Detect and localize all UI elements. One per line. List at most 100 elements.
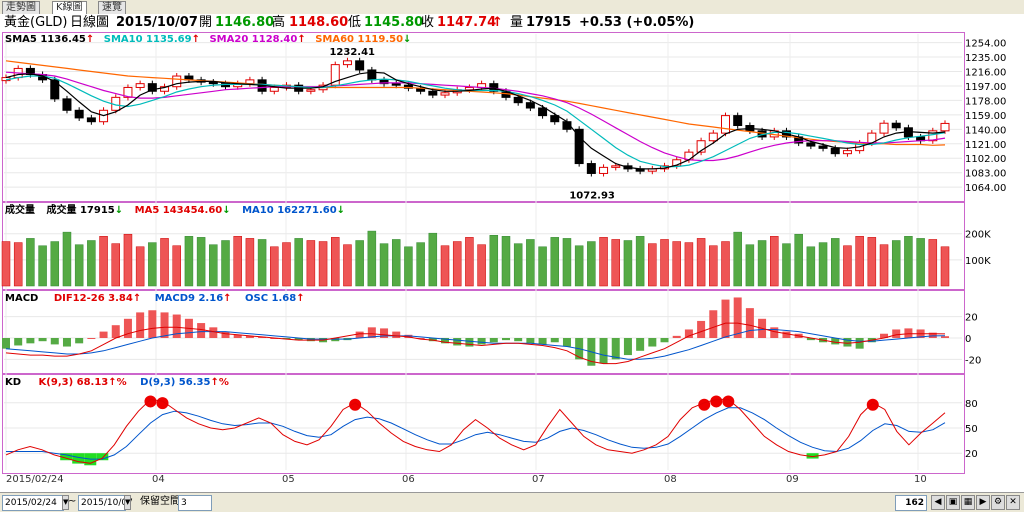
kd-legend: KD K(9,3) 68.13↑% D(9,3) 56.35↑%	[5, 377, 229, 389]
volume-bar	[87, 240, 96, 287]
volume-bar	[891, 240, 901, 287]
candle-body	[342, 60, 352, 66]
end-date-dropdown-icon[interactable]: ▼	[124, 495, 131, 510]
volume-bar	[343, 244, 352, 287]
x-axis-tick-label: 09	[786, 474, 799, 485]
bar-count-input[interactable]: 162	[895, 495, 927, 511]
osc-bar	[733, 297, 742, 338]
macd-tick-label: 0	[965, 334, 971, 345]
candle-body	[440, 92, 450, 96]
osc-bar	[50, 338, 59, 345]
volume-bar	[184, 236, 194, 287]
volume-bar	[672, 241, 681, 287]
overbought-marker	[866, 398, 879, 411]
open-value: 1146.80	[215, 15, 275, 30]
osc-bar	[221, 331, 230, 338]
volume-bar	[733, 231, 742, 287]
tab-trend[interactable]: 走勢圖	[2, 1, 40, 14]
volume-bar	[660, 239, 669, 287]
candle-body	[891, 122, 901, 129]
scroll-left-icon[interactable]: ◀	[931, 495, 945, 510]
settings-icon[interactable]: ⚙	[991, 495, 1005, 510]
price-tick-label: 1178.00	[965, 96, 1006, 107]
candle-body	[160, 86, 170, 92]
volume-bar	[818, 242, 828, 287]
volume-bar	[391, 239, 401, 287]
macd9-legend: MACD9 2.16	[154, 293, 224, 304]
volume-bar	[233, 236, 242, 287]
tab-kline[interactable]: K線圖	[52, 1, 87, 14]
price-tick-label: 1064.00	[965, 183, 1006, 194]
open-label: 開	[199, 15, 213, 30]
osc-bar	[148, 310, 157, 338]
osc-bar	[745, 308, 754, 338]
start-date-dropdown-icon[interactable]: ▼	[62, 495, 69, 510]
volume-bar	[135, 246, 145, 287]
macd-legend: MACD DIF12-26 3.84↑ MACD9 2.16↑ OSC 1.68…	[5, 293, 305, 305]
vol-ma10-arrow: ↓	[336, 205, 346, 216]
start-date-select[interactable]: 2015/02/24	[2, 495, 64, 511]
osc-legend: OSC 1.68	[245, 293, 297, 304]
tab-overview[interactable]: 速覽	[98, 1, 126, 14]
sma5-arrow: ↑	[85, 34, 95, 45]
candle-body	[464, 86, 474, 91]
reserve-space-input[interactable]: 3	[178, 495, 212, 511]
volume-value: 17915	[526, 15, 572, 30]
candle-body	[538, 107, 548, 117]
candle-body	[830, 147, 840, 155]
overbought-marker	[144, 395, 157, 408]
x-axis-tick-label: 07	[532, 474, 545, 485]
volume-bar	[367, 230, 377, 287]
osc-bar	[806, 338, 815, 341]
volume-bar	[209, 244, 218, 287]
oversold-marker	[806, 453, 819, 459]
volume-bar	[148, 242, 157, 287]
d-arrow: ↑%	[210, 377, 229, 388]
osc-bar	[892, 329, 901, 338]
x-axis-tick-label: 04	[152, 474, 165, 485]
x-axis-tick-label: 08	[664, 474, 677, 485]
volume-bar	[111, 243, 121, 287]
osc-bar	[245, 335, 254, 338]
color-settings-icon[interactable]: ▦	[961, 495, 975, 510]
candle-body	[208, 81, 218, 85]
sma10-legend: SMA10 1135.69	[103, 34, 192, 45]
candle-body	[733, 115, 743, 127]
zoom-icon[interactable]: ▣	[946, 495, 960, 510]
candle-body	[842, 150, 852, 155]
k-arrow: ↑%	[108, 377, 127, 388]
candle-body	[172, 75, 182, 88]
volume-bar	[745, 244, 755, 287]
volume-bar	[62, 231, 72, 287]
overbought-marker	[722, 395, 735, 408]
k-line	[5, 398, 946, 464]
price-tick-label: 1235.00	[965, 53, 1006, 64]
osc-bar	[514, 338, 523, 342]
osc-bar	[160, 312, 169, 338]
dif-arrow: ↑	[132, 293, 142, 304]
price-legend: SMA5 1136.45↑ SMA10 1135.69↑ SMA20 1128.…	[5, 34, 411, 46]
close-up-arrow: ↑	[492, 15, 503, 30]
candle-body	[391, 83, 401, 86]
reserve-space-label: 保留空間	[140, 496, 180, 507]
osc-bar	[62, 338, 71, 347]
price-tick-label: 1083.00	[965, 169, 1006, 180]
volume-bar	[440, 245, 450, 287]
volume-bar	[513, 243, 523, 287]
candle-body	[928, 130, 938, 142]
osc-bar	[258, 336, 267, 338]
candle-body	[550, 115, 560, 123]
osc-bar	[721, 299, 730, 338]
price-tick-label: 1197.00	[965, 82, 1006, 93]
volume-bar	[940, 246, 950, 287]
osc-bar	[526, 338, 535, 344]
candle-body	[147, 83, 157, 92]
candle-body	[696, 140, 706, 153]
scroll-right-icon[interactable]: ▶	[976, 495, 990, 510]
end-date-select[interactable]: 2015/10/07	[78, 495, 133, 511]
close-icon[interactable]: ✕	[1006, 495, 1020, 510]
osc-bar	[501, 338, 510, 341]
chart-period: 日線圖	[70, 15, 110, 30]
volume-bar	[794, 233, 803, 287]
vol-ma5-arrow: ↓	[222, 205, 231, 216]
